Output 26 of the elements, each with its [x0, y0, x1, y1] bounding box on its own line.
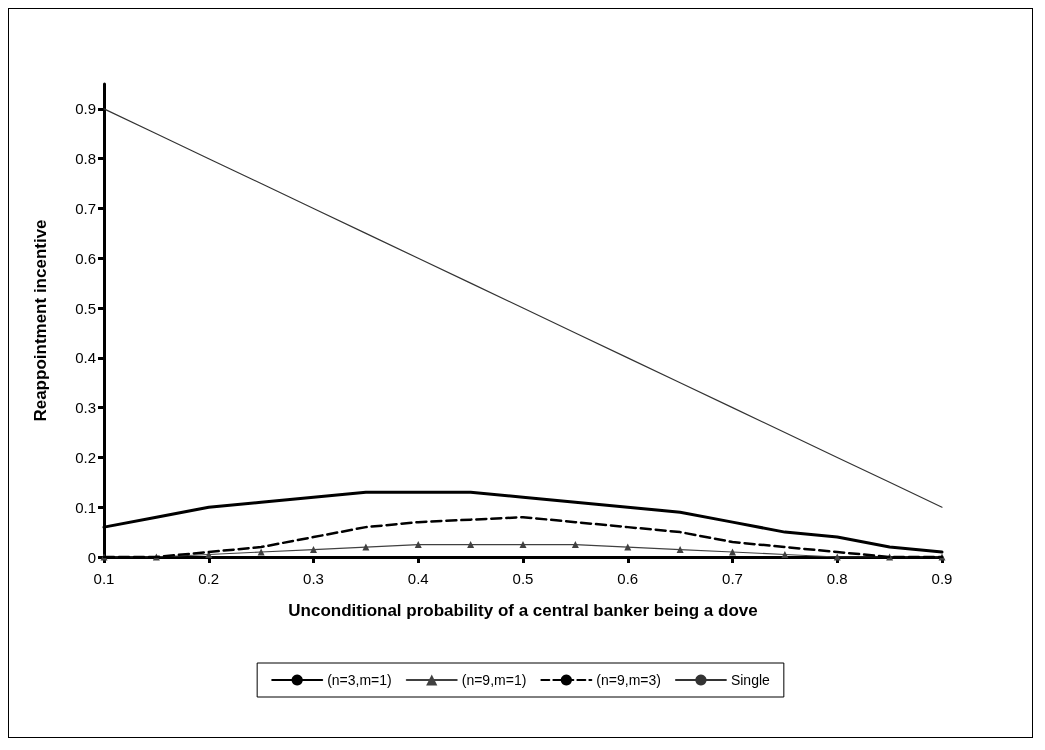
x-tick-label: 0.9: [931, 570, 953, 587]
x-tick-label: 0.8: [826, 570, 848, 587]
y-tick-label: 0: [87, 548, 96, 566]
legend-label: (n=9,m=3): [596, 672, 661, 688]
y-tick-label: 0.8: [75, 150, 96, 168]
x-tick-label: 0.5: [512, 570, 534, 587]
x-tick-label: 0.6: [617, 570, 639, 587]
x-tick-label: 0.4: [407, 570, 429, 587]
y-tick-label: 0.9: [75, 100, 96, 118]
y-tick-label: 0.5: [75, 299, 96, 317]
x-tick-label: 0.7: [722, 570, 743, 587]
y-tick-label: 0.3: [75, 399, 96, 417]
x-axis-title: Unconditional probability of a central banker being a dove: [288, 601, 758, 620]
x-tick-label: 0.2: [198, 570, 220, 587]
legend-label: Single: [730, 672, 771, 688]
y-tick-label: 0.7: [75, 199, 96, 217]
y-tick-label: 0.6: [75, 249, 96, 267]
y-axis-title: Reappointment incentive: [31, 219, 50, 422]
legend-label: (n=3,m=1): [327, 672, 392, 688]
legend-label: (n=9,m=1): [461, 672, 527, 688]
x-tick-label: 0.1: [93, 570, 115, 587]
y-tick-label: 0.4: [75, 349, 96, 367]
x-tick-label: 0.3: [303, 570, 324, 587]
line-series: [103, 108, 943, 508]
y-tick-label: 0.2: [75, 448, 96, 466]
y-tick-label: 0.1: [75, 498, 96, 516]
